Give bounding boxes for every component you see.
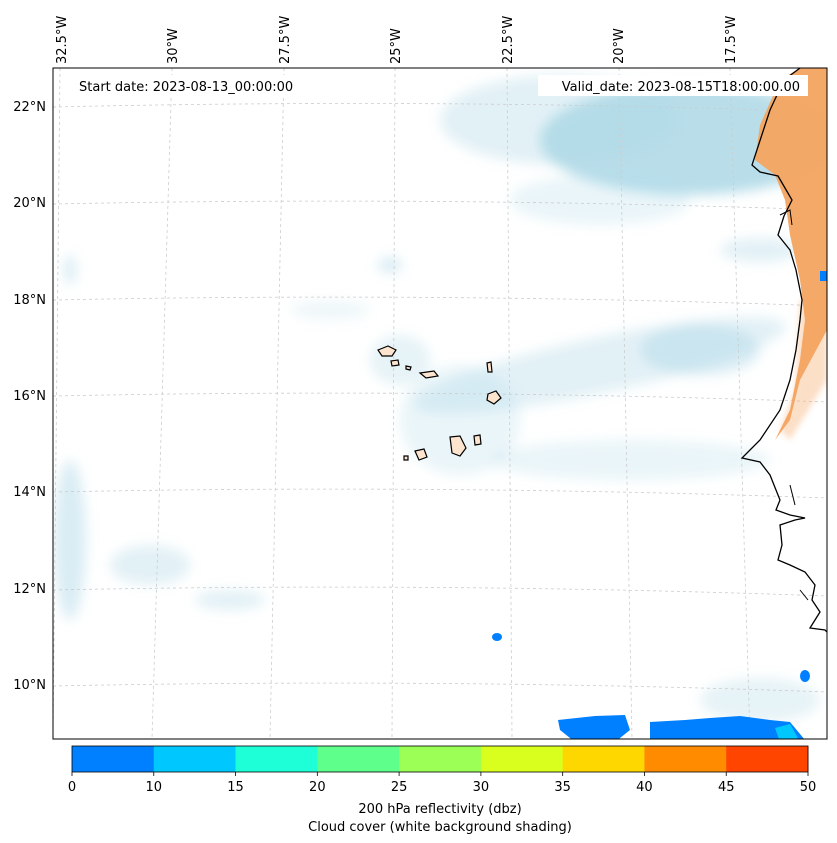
colorbar-tick-label: 35 <box>554 780 571 795</box>
start-date-text: Start date: 2023-08-13_00:00:00 <box>79 80 293 95</box>
colorbar-swatch <box>72 746 155 772</box>
colorbar-tick-label: 50 <box>800 780 817 795</box>
colorbar-tick-label: 25 <box>391 780 408 795</box>
colorbar-swatch <box>317 746 400 772</box>
reflectivity-echoes <box>492 271 827 739</box>
colorbar-swatch <box>644 746 727 772</box>
lat-label: 20°N <box>13 196 46 211</box>
lat-label: 16°N <box>13 389 46 404</box>
lat-label: 12°N <box>13 582 46 597</box>
colorbar-frame <box>71 745 809 773</box>
lon-label: 25°W <box>389 28 404 64</box>
colorbar-tick-label: 15 <box>227 780 244 795</box>
lon-label: 20°W <box>612 28 627 64</box>
valid-date-text: Valid_date: 2023-08-15T18:00:00.00 <box>562 80 800 95</box>
colorbar-tick-label: 20 <box>309 780 326 795</box>
colorbar: 0 10 15 20 25 30 35 40 45 50 200 hPa reflectivity… <box>68 745 816 835</box>
colorbar-tick-label: 10 <box>146 780 163 795</box>
colorbar-tick-label: 40 <box>636 780 653 795</box>
graticule <box>53 68 827 739</box>
lon-label: 27.5°W <box>278 16 293 64</box>
colorbar-swatch <box>153 746 237 772</box>
lon-label: 30°W <box>166 28 181 64</box>
latitude-labels: 22°N 20°N 18°N 16°N 14°N 12°N 10°N <box>13 100 46 693</box>
map-frame <box>52 67 828 740</box>
lat-label: 14°N <box>13 485 46 500</box>
africa-land-haze <box>780 300 827 440</box>
inner-border <box>779 209 809 601</box>
colorbar-swatches <box>72 746 809 772</box>
colorbar-swatch <box>726 746 809 772</box>
lon-label: 22.5°W <box>501 16 516 64</box>
colorbar-swatch <box>235 746 318 772</box>
lon-label: 32.5°W <box>55 16 70 64</box>
start-date-box <box>72 75 312 96</box>
lat-label: 10°N <box>13 678 46 693</box>
colorbar-swatch <box>399 746 482 772</box>
longitude-labels: 32.5°W 30°W 27.5°W 25°W 22.5°W 20°W 17.5… <box>55 16 739 64</box>
valid-date-box <box>538 75 808 96</box>
colorbar-ticks: 0 10 15 20 25 30 35 40 45 50 <box>68 772 816 795</box>
colorbar-swatch <box>480 746 564 772</box>
colorbar-label: 200 hPa reflectivity (dbz) <box>358 802 521 817</box>
colorbar-tick-label: 45 <box>718 780 735 795</box>
lat-label: 18°N <box>13 293 46 308</box>
lon-label: 17.5°W <box>724 16 739 64</box>
reflectivity-echo-strong <box>775 724 798 739</box>
colorbar-tick-label: 30 <box>473 780 490 795</box>
cape-verde-islands <box>377 345 502 461</box>
colorbar-swatch <box>562 746 645 772</box>
colorbar-tick-label: 0 <box>68 780 76 795</box>
colorbar-sublabel: Cloud cover (white background shading) <box>308 820 572 835</box>
lat-label: 22°N <box>13 100 46 115</box>
africa-coastline <box>740 68 827 633</box>
